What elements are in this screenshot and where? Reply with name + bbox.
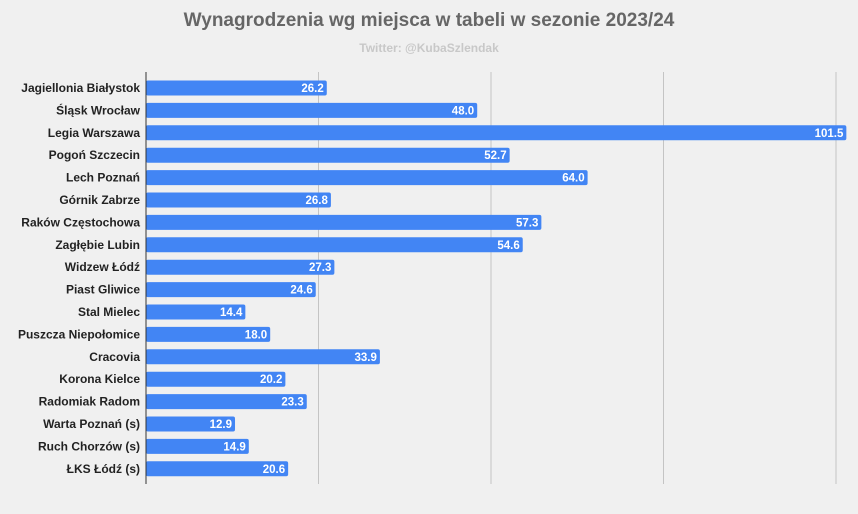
data-label: 12.9	[210, 419, 232, 431]
data-label: 18.0	[245, 329, 267, 341]
bar	[146, 192, 331, 208]
category-label: Legia Warszawa	[48, 126, 141, 140]
bar	[146, 214, 542, 230]
data-label: 54.6	[497, 240, 519, 252]
category-label: ŁKS Łódź (s)	[67, 462, 140, 476]
category-label: Śląsk Wrocław	[56, 102, 140, 117]
bar	[146, 125, 847, 141]
bar	[146, 147, 510, 163]
bar	[146, 394, 307, 410]
bar	[146, 371, 286, 387]
data-label: 20.2	[260, 374, 282, 386]
category-label: Górnik Zabrze	[59, 193, 140, 207]
bar	[146, 349, 380, 365]
data-label: 14.4	[220, 307, 243, 319]
bar	[146, 80, 327, 96]
bar	[146, 259, 335, 275]
data-label: 26.2	[301, 83, 323, 95]
data-label: 33.9	[355, 352, 377, 364]
category-label: Ruch Chorzów (s)	[38, 439, 140, 453]
data-label: 24.6	[290, 285, 312, 297]
category-label: Lech Poznań	[66, 171, 140, 185]
bar	[146, 102, 478, 118]
category-label: Widzew Łódź	[65, 260, 140, 274]
data-label: 52.7	[484, 150, 506, 162]
data-label: 20.6	[263, 464, 285, 476]
bar	[146, 282, 316, 298]
category-label: Piast Gliwice	[66, 283, 140, 297]
category-label: Zagłębie Lubin	[55, 238, 140, 252]
category-label: Warta Poznań (s)	[43, 417, 140, 431]
bar	[146, 170, 588, 186]
bar	[146, 438, 249, 454]
data-label: 101.5	[815, 128, 844, 140]
category-label: Pogoń Szczecin	[49, 148, 140, 162]
data-label: 64.0	[562, 173, 584, 185]
chart-title: Wynagrodzenia wg miejsca w tabeli w sezo…	[183, 10, 675, 31]
data-label: 57.3	[516, 217, 538, 229]
data-label: 27.3	[309, 262, 331, 274]
category-label: Cracovia	[89, 350, 140, 364]
category-label: Korona Kielce	[59, 372, 140, 386]
bar	[146, 304, 246, 320]
category-label: Radomiak Radom	[39, 395, 140, 409]
bar	[146, 461, 289, 477]
bar	[146, 326, 271, 342]
data-label: 26.8	[306, 195, 329, 207]
data-label: 48.0	[452, 105, 474, 117]
bar	[146, 416, 236, 432]
chart-subtitle: Twitter: @KubaSzlendak	[359, 41, 499, 55]
category-label: Jagiellonia Białystok	[21, 81, 140, 95]
bar	[146, 237, 523, 253]
category-label: Raków Częstochowa	[21, 215, 140, 229]
category-label: Puszcza Niepołomice	[18, 327, 140, 341]
data-label: 14.9	[223, 441, 245, 453]
category-label: Stal Mielec	[78, 305, 140, 319]
data-label: 23.3	[281, 397, 303, 409]
